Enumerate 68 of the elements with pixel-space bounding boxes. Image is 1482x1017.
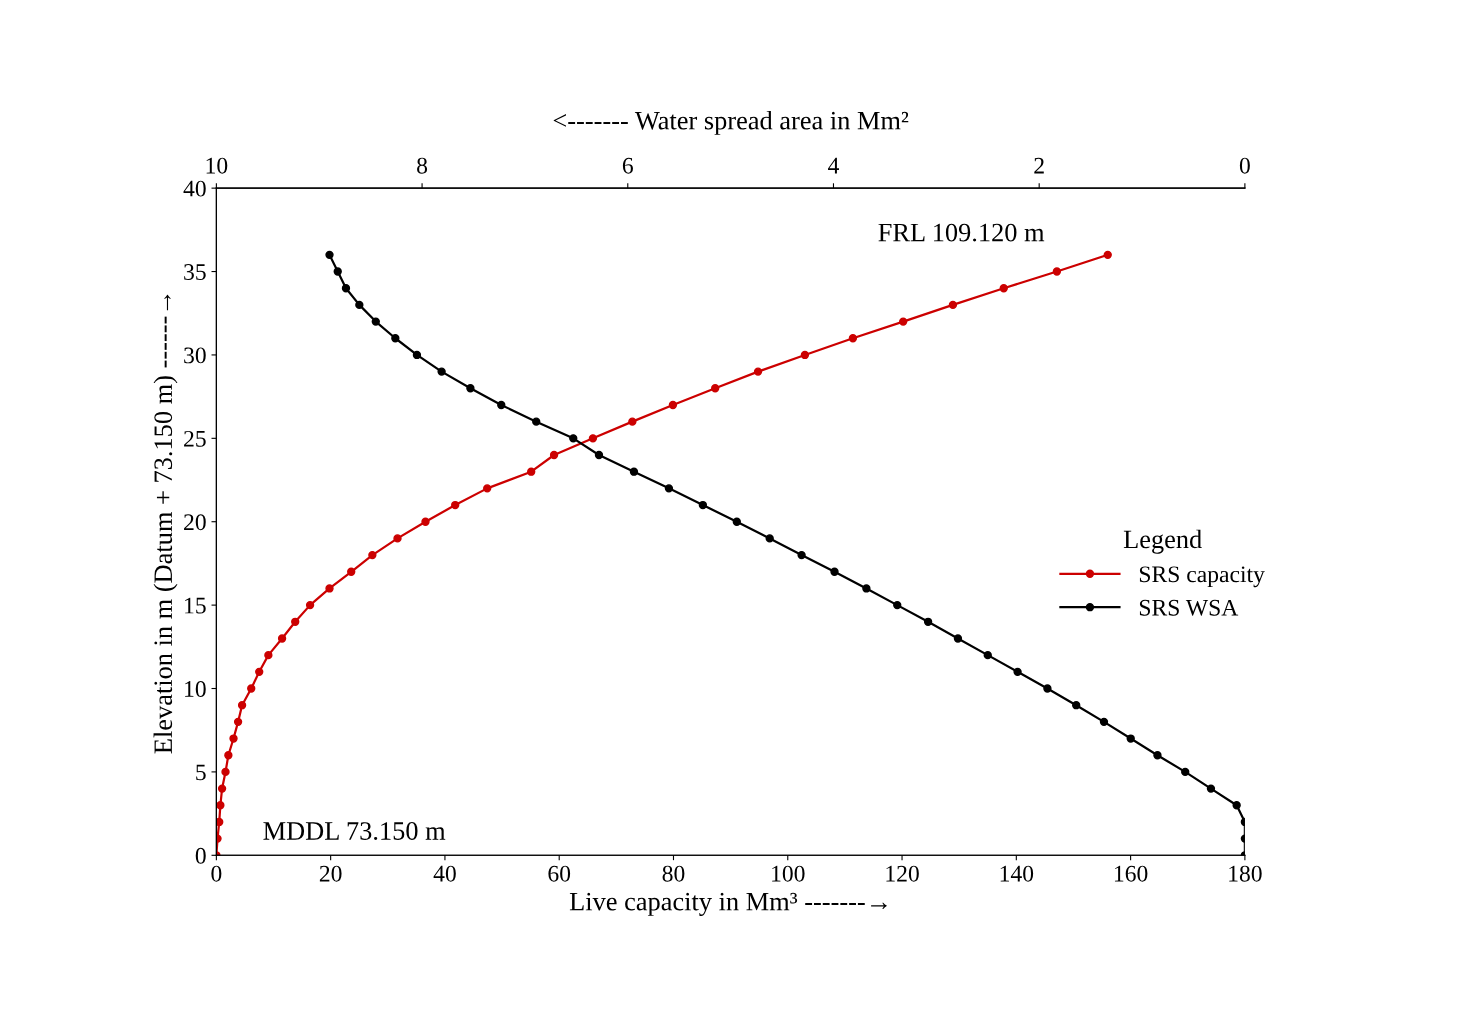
point <box>224 751 233 760</box>
x-tick-label: 140 <box>1000 865 1034 882</box>
point <box>848 334 858 343</box>
point <box>527 467 536 476</box>
y-axis-title: Elevation in m (Datum + 73.150 m) ------→ <box>153 294 178 754</box>
x-tick-label: 0 <box>211 865 222 882</box>
y-tick-label: 0 <box>195 847 206 864</box>
x2-tick-label: 4 <box>828 157 840 174</box>
x-tick-label: 120 <box>886 865 919 882</box>
y-tick-label: 20 <box>184 514 206 531</box>
x2-tick-label: 0 <box>1239 157 1250 174</box>
point <box>549 450 559 460</box>
point <box>247 684 256 693</box>
point <box>229 734 238 743</box>
y-tick-label: 5 <box>196 764 206 781</box>
point <box>221 767 230 777</box>
x-tick-label: 20 <box>319 865 342 882</box>
point <box>753 367 763 376</box>
point <box>588 434 598 443</box>
point <box>948 300 958 310</box>
y-tick-label: 35 <box>184 264 206 280</box>
x2-tick-label: 6 <box>622 157 633 174</box>
x-tick-label: 40 <box>433 865 456 882</box>
point <box>325 584 334 593</box>
y-tick-label: 25 <box>184 430 206 447</box>
legend-label: SRS WSA <box>1139 599 1239 616</box>
point <box>668 400 678 410</box>
point <box>999 284 1008 293</box>
point <box>368 550 377 560</box>
point <box>711 384 720 393</box>
y-tick-label: 15 <box>185 597 206 614</box>
x2-tick-label: 10 <box>206 157 228 174</box>
point <box>216 801 225 810</box>
point <box>451 500 460 510</box>
x2-tick-label: 2 <box>1034 157 1044 174</box>
point <box>237 701 247 710</box>
legend-label: SRS capacity <box>1139 566 1265 588</box>
point <box>216 817 224 827</box>
point <box>277 634 287 643</box>
point <box>421 517 430 526</box>
annotation: MDDL 73.150 m <box>263 822 446 840</box>
y-tick-label: 40 <box>183 180 206 197</box>
x-axis-title: Live capacity in Mm³ -------→ <box>569 892 887 916</box>
point <box>899 317 908 326</box>
y-tick-label: 10 <box>185 681 206 697</box>
legend-title: Legend <box>1123 529 1202 554</box>
point <box>1052 267 1062 276</box>
point <box>483 484 492 493</box>
point <box>305 600 315 610</box>
point <box>393 534 402 543</box>
x2-tick-label: 8 <box>417 157 428 174</box>
point <box>1103 250 1112 260</box>
point <box>264 650 273 660</box>
point <box>291 617 300 626</box>
y-tick-label: 30 <box>184 347 206 364</box>
point <box>347 567 356 576</box>
point <box>800 350 810 360</box>
annotation: FRL 109.120 m <box>878 223 1045 242</box>
point <box>217 784 227 793</box>
x-tick-label: 100 <box>772 865 805 882</box>
point <box>628 417 637 426</box>
x-tick-label: 180 <box>1229 865 1262 882</box>
x2-axis-title: <------- Water spread area in Mm² <box>553 110 909 135</box>
point <box>255 667 264 676</box>
x-tick-label: 60 <box>548 865 571 882</box>
point <box>233 717 243 727</box>
x-tick-label: 160 <box>1114 865 1148 882</box>
x-tick-label: 80 <box>662 865 685 882</box>
